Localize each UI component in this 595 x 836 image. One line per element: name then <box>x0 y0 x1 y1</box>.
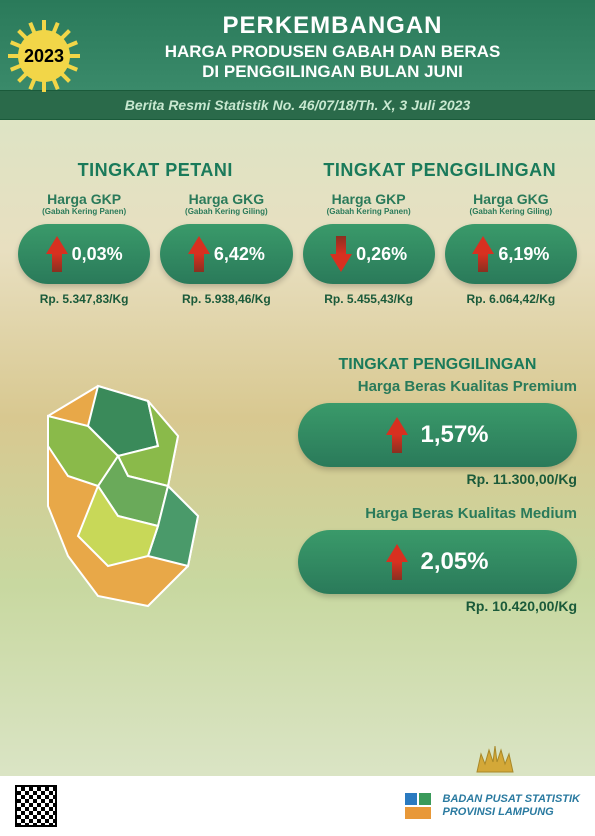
stat-pill-wide: 2,05% <box>298 530 577 594</box>
stats-row-2: TINGKAT PENGGILINGAN Harga Beras Kualita… <box>18 356 577 636</box>
qr-code-icon <box>15 785 57 827</box>
org-line1: BADAN PUSAT STATISTIK <box>443 793 581 806</box>
percentage: 1,57% <box>420 421 488 449</box>
subtitle-band: Berita Resmi Statistik No. 46/07/18/Th. … <box>0 90 595 120</box>
arrow-up-icon <box>46 236 68 272</box>
title-sub1: HARGA PRODUSEN GABAH DAN BERAS <box>90 42 575 62</box>
org-line2: PROVINSI LAMPUNG <box>443 806 581 819</box>
arrow-down-icon <box>330 236 352 272</box>
rice-price-section: TINGKAT PENGGILINGAN Harga Beras Kualita… <box>298 356 577 636</box>
price: Rp. 6.064,42/Kg <box>445 292 577 306</box>
card-sublabel: (Gabah Kering Giling) <box>445 207 577 216</box>
stat-pill: 6,42% <box>160 224 292 284</box>
price: Rp. 10.420,00/Kg <box>298 598 577 614</box>
footer: BADAN PUSAT STATISTIK PROVINSI LAMPUNG <box>0 776 595 836</box>
year-label: 2023 <box>18 30 70 82</box>
siger-crown-icon <box>475 744 515 774</box>
group-penggilingan: TINGKAT PENGGILINGAN Harga GKP (Gabah Ke… <box>303 160 578 306</box>
price: Rp. 11.300,00/Kg <box>298 471 577 487</box>
title-main: PERKEMBANGAN <box>90 12 575 40</box>
card-label: Harga GKP <box>303 191 435 207</box>
card-label: Harga GKG <box>160 191 292 207</box>
group-petani: TINGKAT PETANI Harga GKP (Gabah Kering P… <box>18 160 293 306</box>
stats-row-1: TINGKAT PETANI Harga GKP (Gabah Kering P… <box>18 160 577 306</box>
card-label: Harga GKG <box>445 191 577 207</box>
card-label: Harga GKP <box>18 191 150 207</box>
percentage: 2,05% <box>420 548 488 576</box>
percentage: 6,42% <box>214 244 265 265</box>
item-label: Harga Beras Kualitas Premium <box>298 378 577 395</box>
province-map <box>18 356 278 636</box>
card-sublabel: (Gabah Kering Panen) <box>18 207 150 216</box>
arrow-up-icon <box>386 544 408 580</box>
card-sublabel: (Gabah Kering Panen) <box>303 207 435 216</box>
card-petani-gkg: Harga GKG (Gabah Kering Giling) 6,42% Rp… <box>160 191 292 306</box>
bps-icon <box>401 789 435 823</box>
arrow-up-icon <box>472 236 494 272</box>
card-penggilingan-gkp: Harga GKP (Gabah Kering Panen) 0,26% Rp.… <box>303 191 435 306</box>
section-title: TINGKAT PENGGILINGAN <box>298 356 577 374</box>
percentage: 0,26% <box>356 244 407 265</box>
sun-year-badge: 2023 <box>8 20 80 92</box>
card-sublabel: (Gabah Kering Giling) <box>160 207 292 216</box>
stat-pill: 0,03% <box>18 224 150 284</box>
group-title: TINGKAT PETANI <box>18 160 293 181</box>
arrow-up-icon <box>188 236 210 272</box>
stat-pill: 6,19% <box>445 224 577 284</box>
stat-pill: 0,26% <box>303 224 435 284</box>
group-title: TINGKAT PENGGILINGAN <box>303 160 578 181</box>
card-petani-gkp: Harga GKP (Gabah Kering Panen) 0,03% Rp.… <box>18 191 150 306</box>
price: Rp. 5.455,43/Kg <box>303 292 435 306</box>
percentage: 0,03% <box>72 244 123 265</box>
item-label: Harga Beras Kualitas Medium <box>298 505 577 522</box>
price: Rp. 5.938,46/Kg <box>160 292 292 306</box>
stat-pill-wide: 1,57% <box>298 403 577 467</box>
header: PERKEMBANGAN HARGA PRODUSEN GABAH DAN BE… <box>0 0 595 90</box>
card-penggilingan-gkg: Harga GKG (Gabah Kering Giling) 6,19% Rp… <box>445 191 577 306</box>
title-sub2: DI PENGGILINGAN BULAN JUNI <box>90 62 575 82</box>
bps-text: BADAN PUSAT STATISTIK PROVINSI LAMPUNG <box>443 793 581 819</box>
percentage: 6,19% <box>498 244 549 265</box>
bps-logo: BADAN PUSAT STATISTIK PROVINSI LAMPUNG <box>401 789 581 823</box>
price: Rp. 5.347,83/Kg <box>18 292 150 306</box>
arrow-up-icon <box>386 417 408 453</box>
